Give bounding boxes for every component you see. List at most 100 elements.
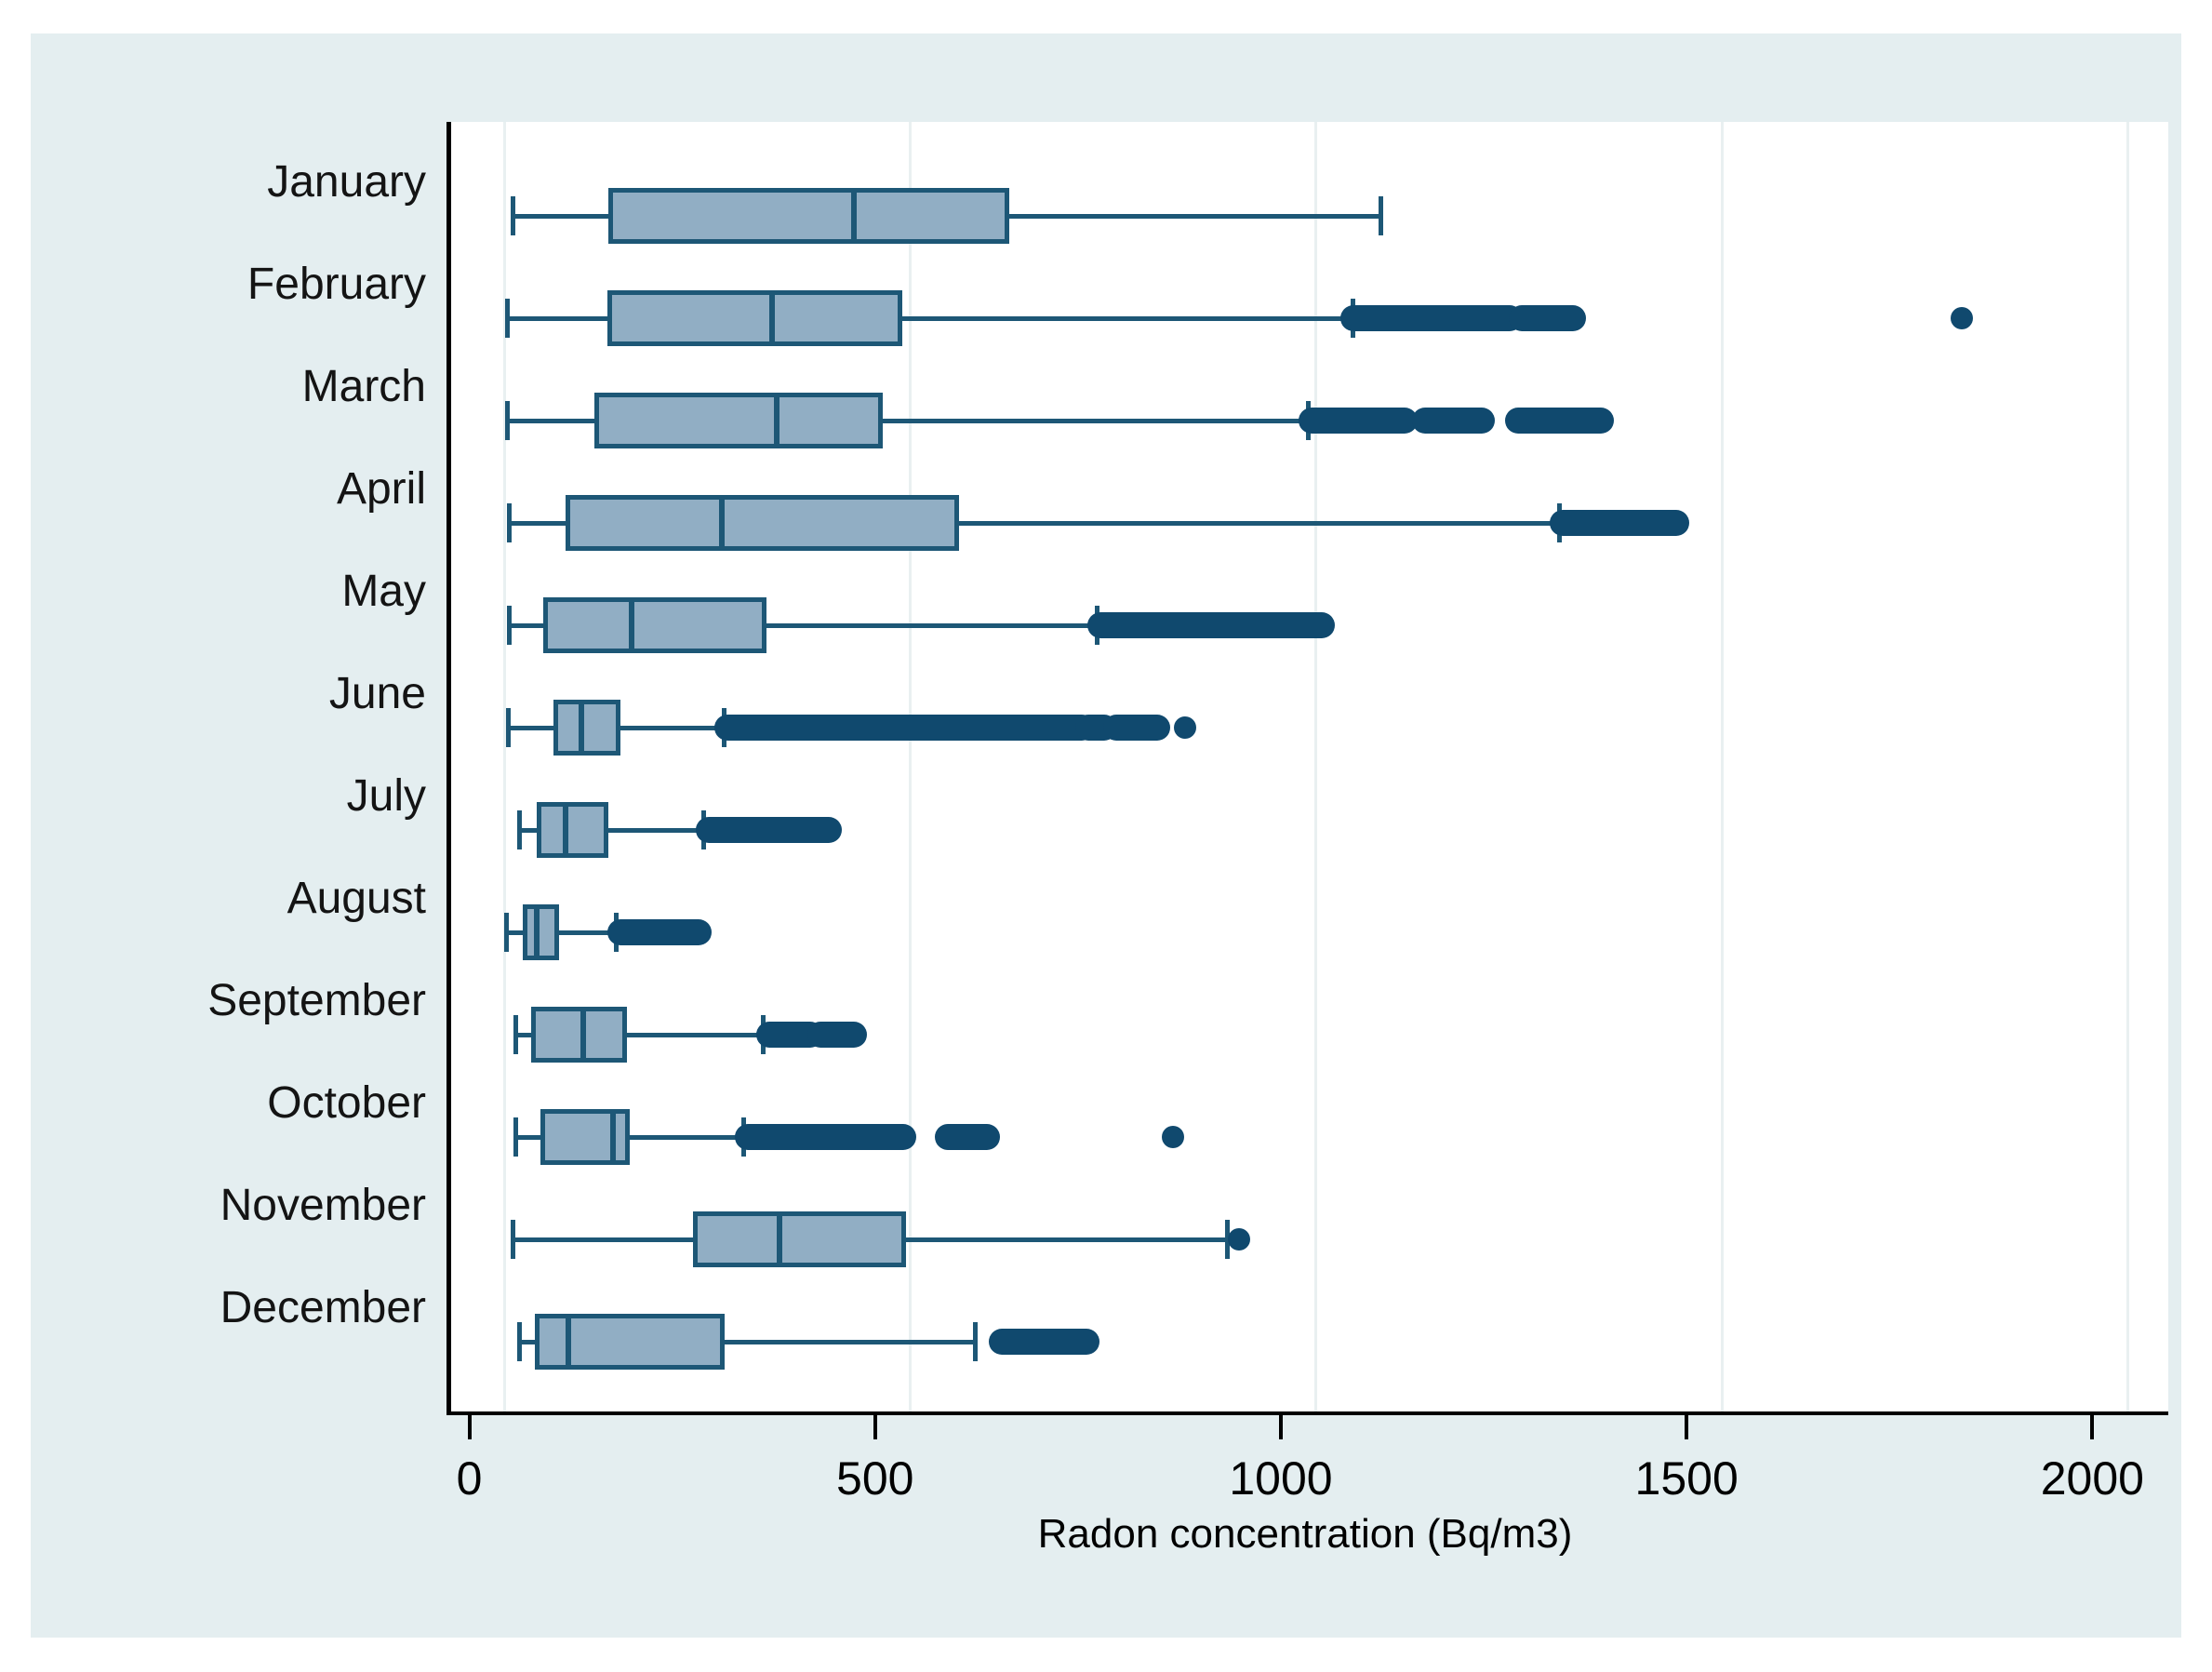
outlier-cluster-april-0 <box>1550 510 1690 536</box>
median-november <box>777 1211 783 1267</box>
whisker-high-february <box>902 315 1353 321</box>
whisker-cap-high-november <box>1224 1220 1230 1259</box>
category-label-september: September <box>207 976 426 1025</box>
whisker-cap-low-february <box>504 299 510 338</box>
outlier-cluster-march-0 <box>1298 408 1418 434</box>
box-january <box>608 188 1010 244</box>
box-june <box>553 700 621 756</box>
outlier-cluster-march-2 <box>1505 408 1615 434</box>
box-august <box>522 904 560 960</box>
gridline-2000 <box>2125 122 2129 1411</box>
category-label-february: February <box>247 260 426 309</box>
median-june <box>578 700 584 756</box>
whisker-low-september <box>515 1032 532 1037</box>
whisker-low-july <box>519 827 537 833</box>
median-august <box>533 904 540 960</box>
gridline-1000 <box>1314 122 1318 1411</box>
x-tick-mark-0 <box>467 1415 472 1439</box>
whisker-low-november <box>513 1237 693 1242</box>
whisker-low-june <box>508 725 553 730</box>
median-july <box>563 802 568 858</box>
outlier-cluster-october-0 <box>734 1124 916 1150</box>
whisker-cap-low-june <box>506 708 512 747</box>
median-april <box>719 495 726 551</box>
x-tick-mark-500 <box>873 1415 877 1439</box>
whisker-low-december <box>519 1339 535 1344</box>
category-label-august: August <box>286 874 426 923</box>
whisker-cap-low-may <box>507 606 513 645</box>
whisker-cap-high-december <box>973 1322 979 1361</box>
whisker-high-november <box>905 1237 1227 1242</box>
whisker-cap-low-july <box>516 810 522 849</box>
x-axis-label: Radon concentration (Bq/m3) <box>1037 1511 1573 1557</box>
gridline-500 <box>909 122 913 1411</box>
whisker-high-october <box>629 1134 744 1140</box>
whisker-high-january <box>1009 213 1381 219</box>
x-tick-label-0: 0 <box>456 1452 483 1505</box>
x-tick-label-1500: 1500 <box>1634 1452 1739 1505</box>
x-tick-mark-2000 <box>2090 1415 2095 1439</box>
outlier-cluster-june-0 <box>713 715 1095 741</box>
whisker-high-april <box>959 520 1560 526</box>
outlier-point-june-0 <box>1173 716 1196 739</box>
outlier-cluster-may-0 <box>1087 612 1335 638</box>
whisker-high-may <box>766 622 1098 628</box>
median-january <box>850 188 857 244</box>
outlier-point-october-0 <box>1161 1126 1184 1148</box>
outlier-cluster-october-1 <box>935 1124 1000 1150</box>
median-december <box>565 1314 571 1370</box>
category-label-november: November <box>220 1181 426 1230</box>
box-february <box>607 290 903 346</box>
gridline-1500 <box>1720 122 1724 1411</box>
whisker-low-february <box>507 315 608 321</box>
box-november <box>692 1211 906 1267</box>
median-october <box>609 1109 616 1165</box>
whisker-cap-high-january <box>1379 196 1384 235</box>
whisker-low-january <box>513 213 609 219</box>
x-tick-mark-1500 <box>1685 1415 1689 1439</box>
outlier-cluster-december-0 <box>989 1329 1099 1355</box>
median-february <box>769 290 776 346</box>
category-label-march: March <box>301 362 426 411</box>
whisker-high-september <box>627 1032 763 1037</box>
outlier-cluster-february-1 <box>1508 305 1587 331</box>
median-september <box>580 1007 587 1063</box>
plot-area <box>446 122 2168 1415</box>
outlier-cluster-august-0 <box>607 919 712 945</box>
whisker-low-april <box>509 520 566 526</box>
whisker-cap-low-august <box>503 913 509 952</box>
whisker-low-august <box>506 930 523 935</box>
whisker-cap-low-september <box>513 1015 519 1054</box>
whisker-high-march <box>883 418 1309 423</box>
category-label-october: October <box>267 1078 426 1128</box>
x-tick-label-500: 500 <box>836 1452 914 1505</box>
whisker-low-may <box>509 622 544 628</box>
box-april <box>566 495 960 551</box>
outlier-cluster-june-2 <box>1102 715 1170 741</box>
figure-panel: January February March April May June July Augu… <box>31 33 2181 1638</box>
box-may <box>543 597 767 653</box>
median-may <box>628 597 634 653</box>
outlier-cluster-february-0 <box>1340 305 1524 331</box>
category-label-january: January <box>267 157 426 207</box>
whisker-cap-low-december <box>516 1322 522 1361</box>
category-label-may: May <box>341 567 426 616</box>
box-september <box>531 1007 628 1063</box>
whisker-cap-low-january <box>510 196 515 235</box>
whisker-cap-low-april <box>507 503 513 542</box>
x-tick-label-2000: 2000 <box>2040 1452 2144 1505</box>
outlier-point-february-0 <box>1950 307 1973 329</box>
whisker-low-march <box>507 418 594 423</box>
outlier-point-november-0 <box>1228 1228 1251 1251</box>
gridline-0 <box>503 122 507 1411</box>
whisker-high-july <box>608 827 704 833</box>
outlier-cluster-july-0 <box>695 817 842 843</box>
category-label-december: December <box>220 1283 426 1332</box>
box-march <box>593 393 884 448</box>
category-label-june: June <box>328 669 426 718</box>
whisker-cap-low-march <box>504 401 510 440</box>
box-october <box>540 1109 630 1165</box>
whisker-high-june <box>620 725 725 730</box>
median-march <box>773 393 780 448</box>
